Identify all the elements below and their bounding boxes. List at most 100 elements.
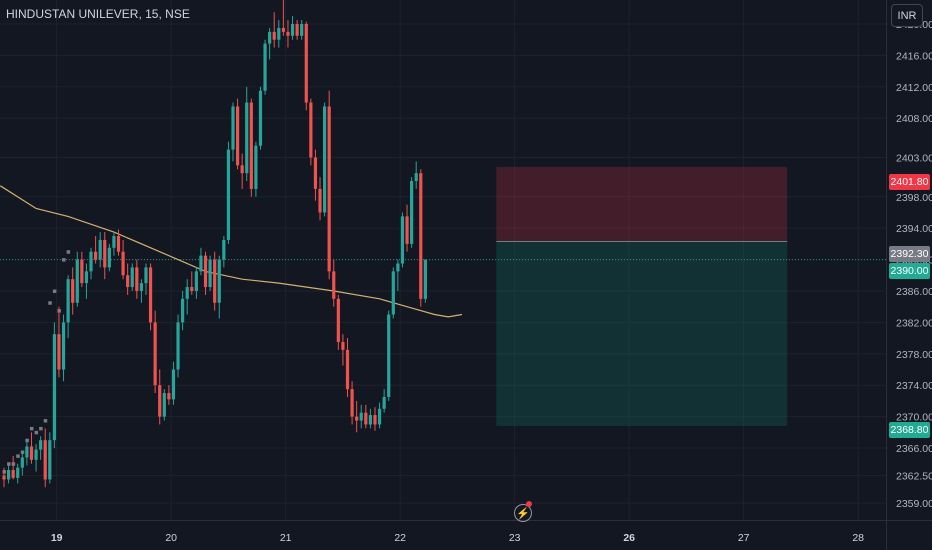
candle-body: [66, 279, 70, 323]
candle-body: [359, 412, 363, 421]
candle-body: [39, 440, 43, 450]
candle: [387, 310, 391, 401]
ghost-marker: [16, 454, 20, 458]
y-tick-label: 2370.00: [896, 412, 932, 424]
candle-body: [121, 251, 125, 276]
lightning-bolt-icon[interactable]: ⚡: [514, 504, 532, 522]
stop-loss-price-tag[interactable]: 2401.80: [889, 174, 930, 190]
target-zone: [496, 241, 788, 427]
candle: [126, 263, 130, 295]
candle: [226, 141, 231, 244]
candle-body: [327, 106, 331, 272]
candle: [194, 267, 198, 299]
candle: [139, 279, 143, 303]
candle: [135, 259, 139, 299]
candle-body: [368, 415, 372, 425]
candle: [277, 20, 281, 48]
candle-body: [158, 385, 162, 417]
candle-body: [254, 145, 258, 189]
candle-body: [181, 298, 185, 323]
candle-body: [245, 102, 249, 174]
ghost-marker: [66, 250, 71, 254]
candle: [396, 259, 400, 291]
ghost-marker: [52, 289, 57, 293]
candle-body: [364, 412, 368, 425]
candle: [355, 400, 359, 433]
x-tick-label: 19: [51, 532, 63, 544]
candle-body: [2, 475, 6, 480]
stop-loss-zone: [496, 166, 788, 242]
candle: [268, 27, 272, 60]
candle-body: [89, 251, 93, 272]
ghost-marker: [29, 426, 34, 431]
symbol-title[interactable]: HINDUSTAN UNILEVER, 15, NSE: [6, 7, 190, 21]
candle-body: [414, 173, 418, 182]
candle-body: [377, 408, 382, 425]
candle-body: [213, 259, 217, 303]
candle: [158, 369, 162, 425]
candle-body: [11, 470, 15, 478]
candle: [11, 455, 15, 480]
candle: [75, 251, 79, 307]
candle: [2, 467, 6, 488]
candle: [235, 98, 240, 170]
candle-body: [52, 334, 56, 441]
candle: [162, 389, 166, 421]
candle-body: [382, 396, 386, 409]
candle: [153, 310, 157, 394]
candle: [373, 407, 377, 431]
candle-body: [281, 27, 285, 32]
candle-body: [300, 24, 304, 36]
x-tick-label: 27: [738, 532, 750, 544]
candle-body: [208, 259, 212, 288]
candle-body: [263, 43, 267, 91]
candle: [350, 381, 354, 425]
candle: [281, 0, 285, 36]
candle: [391, 267, 395, 319]
candle-body: [249, 102, 253, 189]
target-price-tag[interactable]: 2368.80: [889, 422, 930, 438]
currency-button[interactable]: INR: [891, 4, 923, 27]
entry-price-tag[interactable]: 2392.30: [889, 246, 930, 262]
candle-body: [387, 314, 391, 397]
candle: [327, 90, 331, 280]
candle-body: [6, 470, 11, 480]
candle-body: [419, 173, 423, 299]
candle: [213, 251, 217, 311]
candle: [341, 334, 345, 366]
candle: [144, 263, 148, 295]
candle: [336, 294, 340, 350]
candle: [43, 428, 47, 488]
candle: [130, 263, 134, 291]
candle: [84, 263, 89, 299]
candle-body: [268, 31, 272, 44]
candle: [222, 236, 226, 268]
candle-body: [71, 279, 75, 303]
candle-body: [396, 263, 400, 272]
risk-reward-position[interactable]: [0, 166, 886, 427]
candle-body: [295, 24, 299, 36]
candle: [364, 404, 368, 429]
candle-body: [336, 298, 340, 343]
candle: [359, 404, 363, 429]
last-price-tag: 2390.00: [889, 263, 930, 279]
candlestick-series: [2, 0, 427, 488]
candle-body: [61, 322, 66, 370]
candle-body: [323, 106, 327, 213]
candle: [245, 86, 249, 182]
candle: [29, 432, 34, 464]
notification-dot: [526, 501, 532, 507]
candle-body: [126, 275, 130, 288]
candle: [20, 451, 24, 476]
candle-body: [345, 349, 350, 390]
candle: [6, 463, 11, 484]
candle: [112, 232, 116, 256]
y-tick-label: 2403.00: [896, 152, 932, 164]
candle-body: [355, 416, 359, 421]
candle-body: [286, 31, 290, 36]
candle: [304, 21, 308, 111]
candle: [34, 444, 38, 472]
candle: [382, 389, 386, 413]
